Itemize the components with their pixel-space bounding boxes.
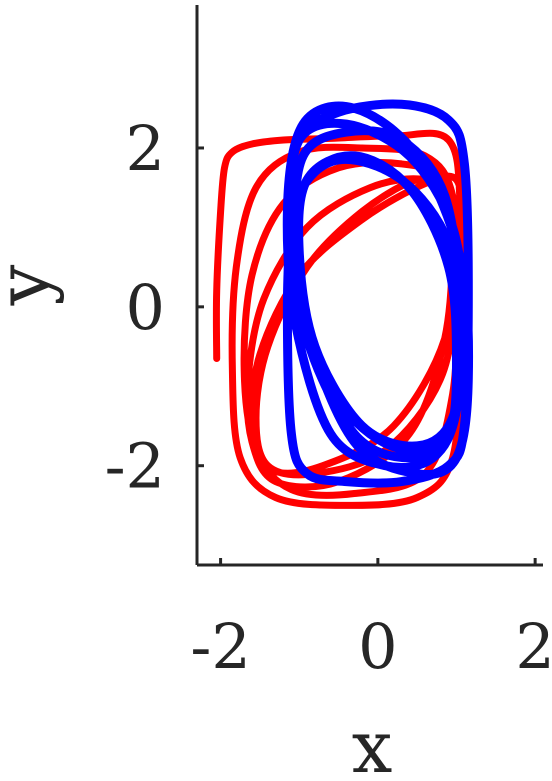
x-axis-label: x xyxy=(352,705,393,781)
y-tick-label: 0 xyxy=(126,271,165,344)
tick-labels: -2 0 2 -2 0 2 xyxy=(105,112,552,683)
trajectory-lines xyxy=(212,99,474,509)
x-tick-label: -2 xyxy=(190,610,250,683)
x-tick-label: 0 xyxy=(358,610,397,683)
y-axis-label: y xyxy=(0,264,65,306)
y-tick-label: 2 xyxy=(126,112,165,185)
y-tick-label: -2 xyxy=(105,430,165,503)
axes xyxy=(195,5,543,567)
series-line-2 xyxy=(282,99,474,488)
x-tick-label: 2 xyxy=(515,610,552,683)
